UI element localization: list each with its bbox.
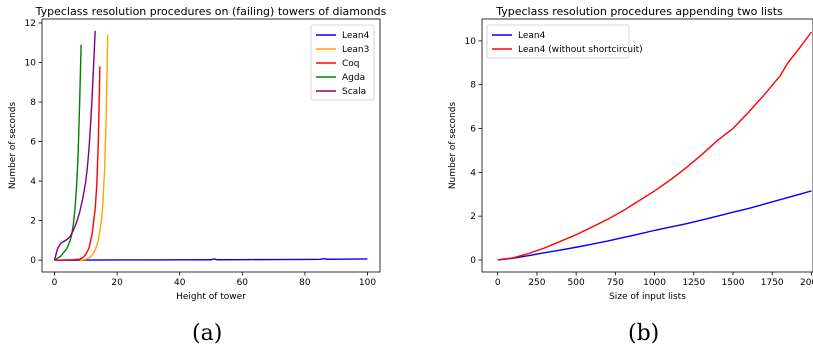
caption-a: (a)	[192, 321, 223, 346]
chart-1-xtick-label-2: 500	[568, 278, 585, 288]
chart-0-series-2-line	[54, 66, 101, 261]
chart-0-ytick-label-1: 2	[30, 217, 36, 227]
chart-0-ytick-label-3: 6	[30, 138, 36, 148]
chart-0-xtick-label-5: 100	[359, 278, 376, 288]
chart-1-ytick-label-2: 4	[470, 168, 476, 178]
chart-0-xlabel: Height of tower	[176, 292, 246, 302]
chart-0-legend-label-0: Lean4	[342, 31, 370, 41]
chart-1-legend-label-0: Lean4	[518, 31, 546, 41]
chart-1-ytick-label-4: 8	[470, 81, 476, 91]
chart-1-xtick-label-7: 1750	[761, 278, 784, 288]
chart-1-ytick-label-5: 10	[465, 37, 477, 47]
chart-1-xtick-label-3: 750	[607, 278, 624, 288]
chart-0-legend-label-3: Agda	[342, 73, 365, 83]
caption-b: (b)	[628, 321, 660, 346]
chart-0-legend-label-1: Lean3	[342, 45, 369, 55]
chart-1-ytick-label-1: 2	[470, 212, 476, 222]
chart-1-legend-label-1: Lean4 (without shortcircuit)	[518, 45, 643, 55]
chart-0-xtick-label-3: 60	[237, 278, 249, 288]
chart-1-xtick-label-8: 2000	[800, 278, 813, 288]
chart-1-legend-box	[486, 24, 630, 59]
chart-0-title: Typeclass resolution procedures on (fail…	[35, 5, 387, 18]
chart-1-xtick-label-0: 0	[495, 278, 501, 288]
chart-0-series-4-line	[53, 30, 96, 261]
chart-1-xlabel: Size of input lists	[609, 292, 686, 302]
chart-0-legend-label-4: Scala	[342, 87, 366, 97]
chart-0-axes-frame	[41, 18, 381, 273]
chart-0-ytick-label-2: 4	[30, 177, 36, 187]
chart-1-ytick-label-0: 0	[470, 256, 476, 266]
chart-1-xtick-label-1: 250	[528, 278, 545, 288]
chart-0-ytick-label-0: 0	[30, 256, 36, 266]
chart-0-ytick-label-6: 12	[25, 19, 36, 29]
chart-1-title: Typeclass resolution procedures appendin…	[495, 5, 783, 18]
chart-0-series-0-line	[54, 257, 368, 261]
chart-1-ylabel: Number of seconds	[448, 102, 458, 190]
chart-1-xtick-label-6: 1500	[722, 278, 745, 288]
chart-1-axes-frame	[481, 18, 813, 273]
chart-0-xtick-label-2: 40	[174, 278, 186, 288]
chart-0-ytick-label-4: 8	[30, 98, 36, 108]
chart-1-series-0-line	[497, 190, 812, 261]
chart-0-series-1-line	[79, 34, 109, 261]
chart-0-legend-label-2: Coq	[342, 59, 360, 69]
chart-1-xtick-label-5: 1250	[682, 278, 705, 288]
chart-0-xtick-label-4: 80	[299, 278, 311, 288]
chart-0-ylabel: Number of seconds	[8, 102, 18, 190]
chart-0-series-3-line	[54, 44, 82, 261]
chart-1-ytick-label-3: 6	[470, 125, 476, 135]
chart-0-xtick-label-1: 20	[111, 278, 123, 288]
chart-0-legend-box	[310, 24, 375, 101]
chart-1-xtick-label-4: 1000	[643, 278, 666, 288]
chart-0-xtick-label-0: 0	[52, 278, 58, 288]
chart-1-series-1-line	[497, 31, 812, 261]
chart-0-ytick-label-5: 10	[25, 58, 37, 68]
